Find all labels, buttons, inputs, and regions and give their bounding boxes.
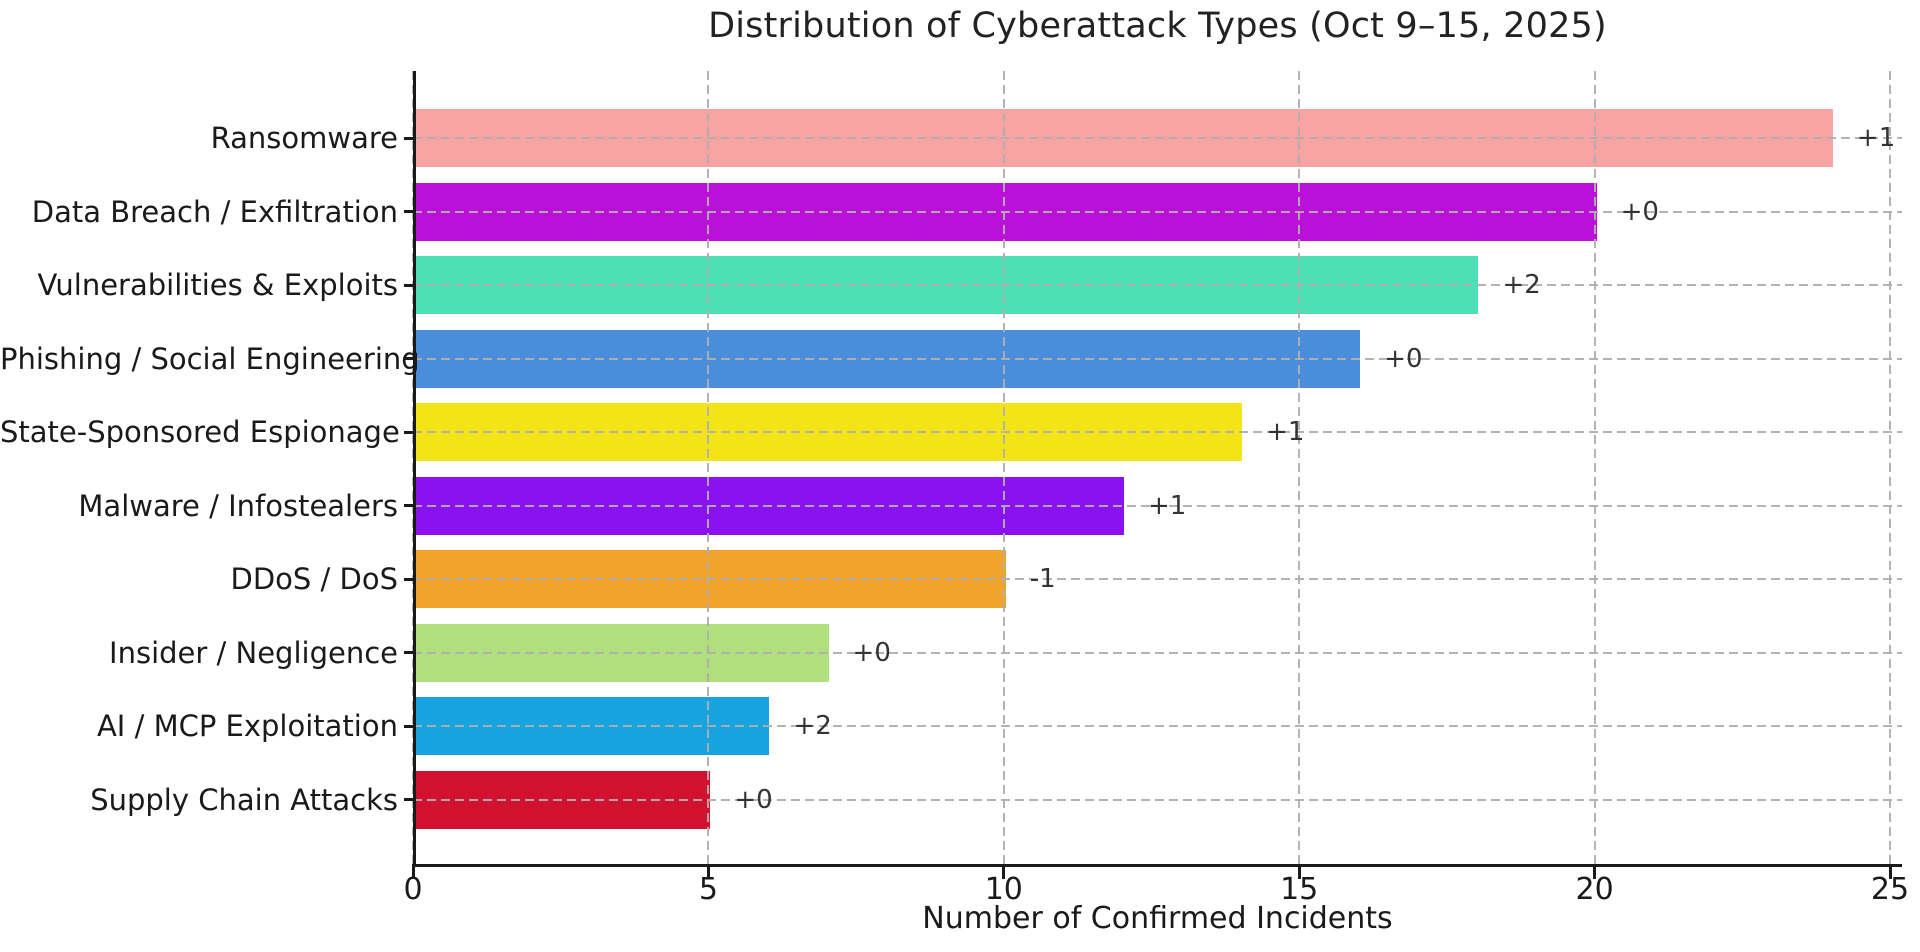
y-gridline [413, 357, 1902, 360]
x-tick-label: 0 [403, 872, 423, 907]
y-tick-mark [404, 430, 413, 434]
y-gridline [413, 578, 1902, 581]
x-tick-mark [1297, 867, 1301, 879]
x-tick-label: 20 [1575, 872, 1614, 907]
y-gridline [413, 284, 1902, 287]
category-label: AI / MCP Exploitation [96, 709, 398, 744]
bar-annotation: -1 [1029, 564, 1056, 595]
x-tick-mark [706, 867, 710, 879]
category-label: Phishing / Social Engineering [0, 341, 420, 376]
x-gridline [1298, 71, 1301, 864]
x-tick-label: 25 [1870, 872, 1910, 907]
y-gridline [413, 137, 1902, 139]
x-gridline [707, 71, 710, 864]
bar-annotation: +0 [1620, 196, 1659, 227]
x-axis-label: Number of Confirmed Incidents [922, 901, 1393, 936]
y-tick-mark [404, 504, 413, 508]
y-tick-mark [404, 724, 413, 728]
y-tick-mark [404, 357, 413, 361]
y-tick-mark [404, 210, 413, 214]
category-label: State-Sponsored Espionage [0, 415, 400, 450]
category-label: Supply Chain Attacks [90, 782, 398, 817]
bar-annotation: +0 [1384, 343, 1423, 374]
y-gridline [413, 210, 1902, 213]
y-gridline [413, 651, 1902, 654]
category-label: DDoS / DoS [230, 562, 398, 597]
bar-annotation: +1 [1266, 417, 1305, 448]
category-label: Vulnerabilities & Exploits [37, 268, 398, 303]
y-tick-mark [404, 136, 413, 140]
bar-annotation: +1 [1147, 490, 1187, 521]
y-tick-mark [404, 577, 413, 581]
x-tick-label: 10 [984, 872, 1023, 907]
x-gridline [1593, 71, 1596, 864]
y-gridline [413, 504, 1902, 507]
category-label: Ransomware [210, 121, 398, 155]
x-tick-mark [1002, 867, 1006, 879]
y-tick-mark [404, 283, 413, 287]
y-tick-mark [404, 798, 413, 802]
y-gridline [413, 431, 1902, 434]
y-gridline [413, 798, 1902, 801]
x-gridline [1002, 71, 1005, 864]
bar-annotation: +0 [852, 637, 891, 668]
bar-annotation: +1 [1856, 123, 1896, 153]
x-tick-mark [1593, 867, 1597, 879]
x-tick-mark [1888, 867, 1892, 879]
x-tick-label: 5 [698, 872, 718, 907]
y-tick-mark [404, 651, 413, 655]
y-gridline [413, 725, 1902, 728]
category-label: Malware / Infostealers [78, 488, 398, 523]
bar-annotation: +2 [1502, 270, 1541, 301]
x-tick-mark [411, 867, 415, 879]
x-axis-spine [412, 864, 1902, 867]
x-gridline [1889, 71, 1891, 864]
bar-annotation: +2 [793, 711, 832, 742]
chart-title: Distribution of Cyberattack Types (Oct 9… [708, 6, 1607, 46]
category-label: Insider / Negligence [109, 635, 398, 670]
category-label: Data Breach / Exfiltration [31, 194, 398, 229]
x-tick-label: 15 [1280, 872, 1319, 907]
bar-annotation: +0 [734, 784, 773, 815]
y-axis-spine [413, 71, 416, 867]
